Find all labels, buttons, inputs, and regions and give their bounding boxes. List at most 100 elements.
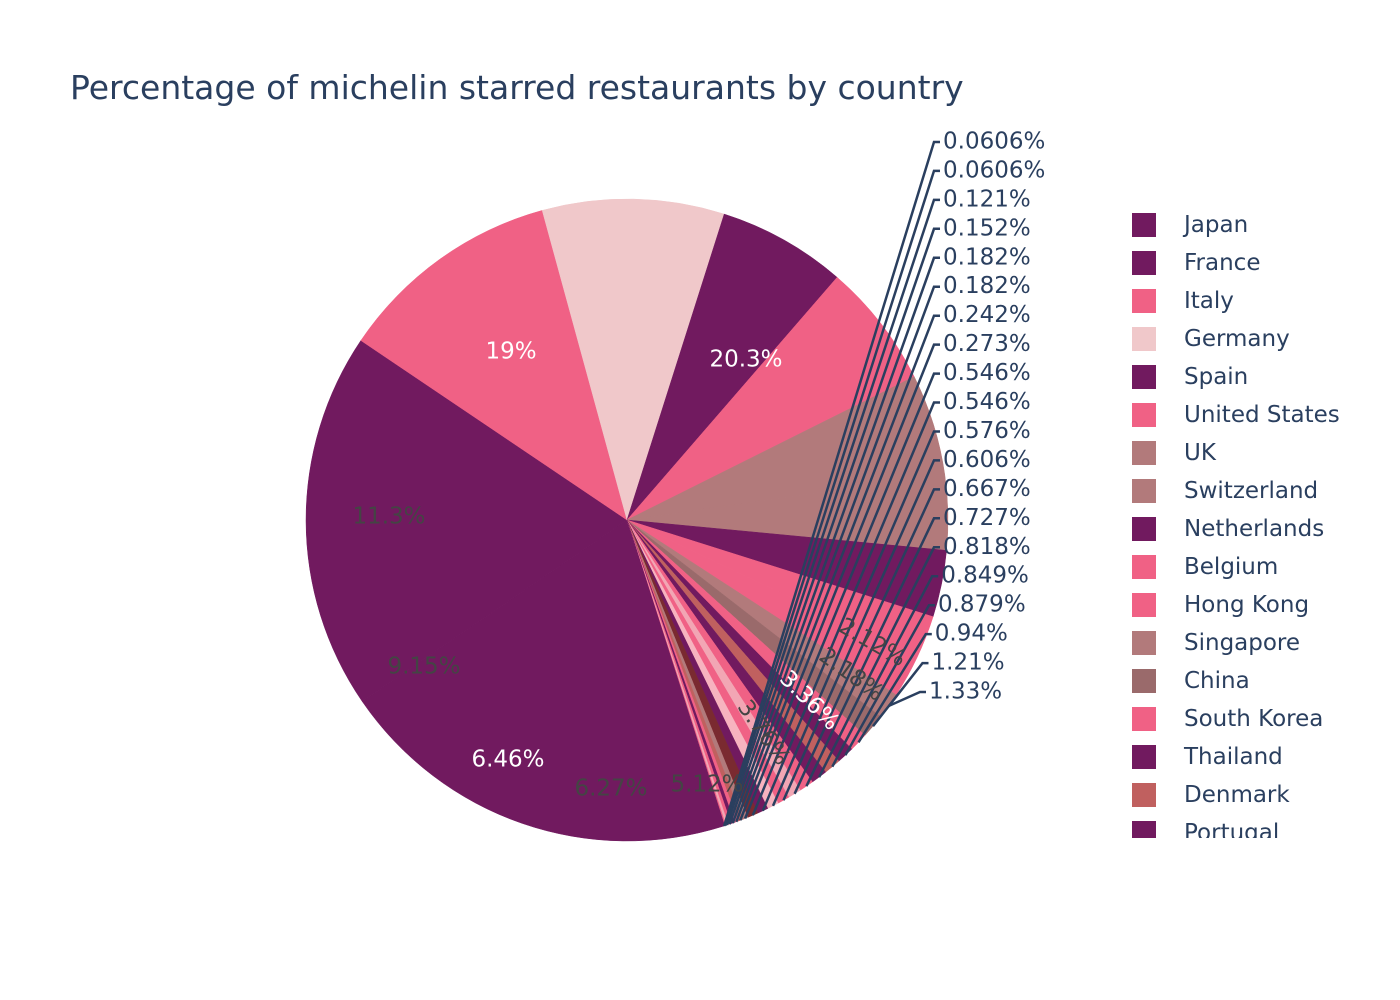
- leader-line: [872, 661, 929, 727]
- leader-line: [743, 343, 940, 819]
- chart-title: Percentage of michelin starred restauran…: [70, 68, 964, 107]
- pie-slice[interactable]: [541, 198, 725, 521]
- slice-label: 0.727%: [943, 505, 1031, 531]
- pie-slice[interactable]: [626, 213, 838, 521]
- slice-label: 19%: [485, 339, 536, 365]
- legend-label: United States: [1184, 402, 1340, 428]
- leader-line: [761, 401, 940, 812]
- leader-line: [735, 285, 940, 823]
- legend-swatch: [1132, 745, 1156, 769]
- slice-label: 0.121%: [943, 186, 1031, 212]
- legend-swatch: [1132, 555, 1156, 579]
- legend-swatch: [1132, 327, 1156, 351]
- legend-item[interactable]: UK: [1120, 434, 1380, 472]
- legend-swatch: [1132, 365, 1156, 389]
- legend-label: UK: [1184, 440, 1216, 466]
- slice-label: 0.0606%: [943, 129, 1045, 155]
- slice-label: 0.182%: [943, 244, 1031, 270]
- legend-label: Denmark: [1184, 782, 1290, 808]
- legend-swatch: [1132, 593, 1156, 617]
- legend-label: Germany: [1184, 326, 1290, 352]
- legend-item[interactable]: Portugal: [1120, 814, 1380, 838]
- leader-lines: [722, 140, 940, 827]
- leader-line: [805, 517, 940, 787]
- leader-line: [724, 169, 940, 826]
- pie-slices: [305, 198, 949, 842]
- leader-line: [771, 430, 940, 807]
- slice-label: 0.667%: [943, 476, 1031, 502]
- legend-swatch: [1132, 213, 1156, 237]
- legend-item[interactable]: Hong Kong: [1120, 586, 1380, 624]
- legend-swatch: [1132, 821, 1156, 838]
- legend-item[interactable]: Netherlands: [1120, 510, 1380, 548]
- legend-item[interactable]: Thailand: [1120, 738, 1380, 776]
- legend-label: Portugal: [1184, 820, 1280, 838]
- slice-label: 0.576%: [943, 418, 1031, 444]
- leader-line: [731, 256, 940, 824]
- slice-label: 11.3%: [352, 504, 425, 530]
- legend-swatch: [1132, 479, 1156, 503]
- slice-label: 0.818%: [943, 534, 1031, 560]
- legend-label: Spain: [1184, 364, 1249, 390]
- leader-line: [844, 603, 935, 756]
- slice-labels: 20.3%19%11.3%9.15%6.46%6.27% 5.12%3.76%3.…: [352, 129, 1045, 802]
- slice-label: 1.33%: [929, 679, 1002, 705]
- legend-item[interactable]: United States: [1120, 396, 1380, 434]
- legend-item[interactable]: Japan: [1120, 206, 1380, 244]
- leader-line: [728, 227, 940, 825]
- legend-swatch: [1132, 251, 1156, 275]
- leader-line: [888, 690, 926, 708]
- slice-label: 0.849%: [941, 563, 1029, 589]
- leader-line: [725, 198, 940, 826]
- legend-label: Netherlands: [1184, 516, 1325, 542]
- legend-item[interactable]: Denmark: [1120, 776, 1380, 814]
- slice-label: 6.27%: [574, 776, 647, 802]
- legend-label: Thailand: [1184, 744, 1283, 770]
- slice-label: 20.3%: [709, 347, 782, 373]
- legend-label: Italy: [1184, 288, 1234, 314]
- leader-line: [857, 632, 932, 744]
- slice-label: 0.152%: [943, 215, 1031, 241]
- pie-slice[interactable]: [360, 210, 628, 521]
- slice-label: 5.12%: [670, 772, 743, 798]
- legend-swatch: [1132, 517, 1156, 541]
- leader-line: [722, 140, 940, 827]
- legend-item[interactable]: Switzerland: [1120, 472, 1380, 510]
- legend-item[interactable]: Germany: [1120, 320, 1380, 358]
- slice-label: 0.546%: [943, 389, 1031, 415]
- slice-label: 1.21%: [932, 650, 1005, 676]
- legend-label: Belgium: [1184, 554, 1279, 580]
- legend-item[interactable]: Belgium: [1120, 548, 1380, 586]
- slice-label: 0.273%: [943, 331, 1031, 357]
- leader-line: [739, 314, 940, 821]
- slice-label: 0.242%: [943, 302, 1031, 328]
- leader-line: [831, 574, 939, 768]
- leader-line: [817, 546, 940, 778]
- slice-label: 0.94%: [935, 621, 1008, 647]
- legend-item[interactable]: South Korea: [1120, 700, 1380, 738]
- slice-label: 6.46%: [471, 747, 544, 773]
- pie-slice[interactable]: [361, 519, 724, 842]
- leader-line: [782, 459, 940, 801]
- legend-item[interactable]: Singapore: [1120, 624, 1380, 662]
- legend-swatch: [1132, 707, 1156, 731]
- legend-label: China: [1184, 668, 1250, 694]
- pie-slice[interactable]: [305, 340, 628, 702]
- slice-label: 0.879%: [938, 592, 1026, 618]
- legend-swatch: [1132, 403, 1156, 427]
- legend-swatch: [1132, 669, 1156, 693]
- slice-label: 0.0606%: [943, 157, 1045, 183]
- slice-label: 0.546%: [943, 360, 1031, 386]
- legend-item[interactable]: Italy: [1120, 282, 1380, 320]
- legend-label: Switzerland: [1184, 478, 1319, 504]
- legend-item[interactable]: China: [1120, 662, 1380, 700]
- legend-swatch: [1132, 631, 1156, 655]
- legend-swatch: [1132, 441, 1156, 465]
- legend-swatch: [1132, 289, 1156, 313]
- leader-line: [793, 488, 940, 795]
- legend-item[interactable]: Spain: [1120, 358, 1380, 396]
- legend-label: Singapore: [1184, 630, 1301, 656]
- pie-slice[interactable]: [626, 276, 915, 521]
- legend-item[interactable]: France: [1120, 244, 1380, 282]
